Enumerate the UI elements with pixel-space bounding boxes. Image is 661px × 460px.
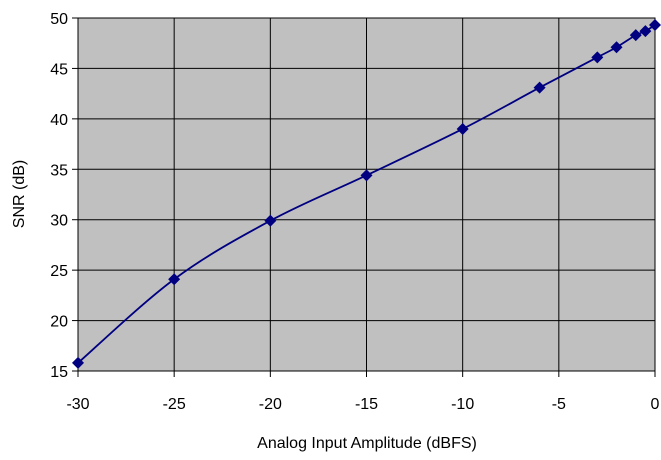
data-point-marker [591, 51, 604, 64]
x-axis-tick-labels: -30 -25 -20 -15 -10 -5 0 [66, 396, 659, 413]
data-series [72, 19, 661, 369]
y-axis-tick-labels: 15 20 25 30 35 40 45 50 [50, 11, 68, 381]
data-point-marker [264, 214, 277, 227]
y-tick-label: 50 [50, 11, 68, 28]
y-tick-label: 25 [50, 263, 68, 280]
data-point-marker [168, 273, 181, 286]
data-point-marker [72, 356, 84, 369]
data-point-marker [629, 29, 642, 42]
y-tick-label: 35 [50, 162, 68, 179]
y-tick-label: 30 [50, 213, 68, 230]
x-tick-label: -10 [451, 396, 474, 413]
y-tick-label: 20 [50, 314, 68, 331]
y-tick-label: 40 [50, 112, 68, 129]
data-point-marker [533, 81, 546, 94]
data-point-marker [639, 25, 652, 38]
data-point-marker [360, 169, 373, 182]
data-point-marker [649, 19, 661, 32]
x-tick-label: -20 [259, 396, 282, 413]
x-axis-title: Analog Input Amplitude (dBFS) [257, 435, 477, 452]
x-tick-label: 0 [651, 396, 660, 413]
x-tick-label: -15 [355, 396, 378, 413]
y-tick-label: 15 [50, 364, 68, 381]
data-point-marker [610, 41, 623, 54]
x-tick-label: -5 [552, 396, 566, 413]
y-tick-label: 45 [50, 61, 68, 78]
x-tick-label: -25 [163, 396, 186, 413]
y-axis-title: SNR (dB) [11, 160, 28, 228]
data-point-marker [456, 122, 469, 135]
x-tick-label: -30 [66, 396, 89, 413]
